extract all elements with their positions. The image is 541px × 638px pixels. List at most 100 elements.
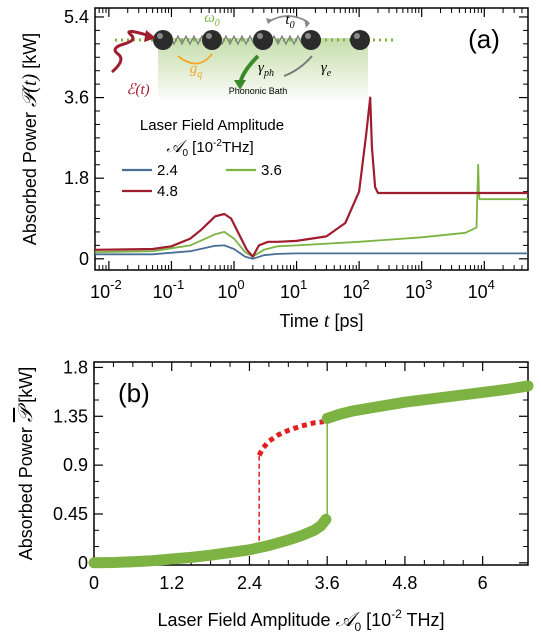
legend-sub: 0 — [182, 148, 188, 159]
lower-stable-branch — [88, 513, 332, 569]
laser-arrowhead — [144, 30, 156, 42]
series-line-2.4 — [95, 244, 528, 260]
legend-exp: -2 — [213, 138, 222, 149]
ge-sym: γ — [321, 60, 328, 76]
t0-label: t0 — [285, 12, 294, 31]
gq-arrow — [177, 53, 213, 65]
y-tick-label-b: 0.9 — [63, 455, 88, 475]
ge-sub: e — [327, 68, 332, 79]
tick-exp: -2 — [110, 277, 122, 292]
x-label-text: Time — [280, 311, 324, 331]
atom-highlight — [206, 33, 212, 39]
gph-sym: γ — [258, 60, 265, 76]
x-tick-label-a: 102 — [343, 277, 370, 302]
atom-sphere — [350, 30, 370, 50]
xb-end: THz] — [402, 610, 445, 630]
y-tick-label-b: 1.8 — [63, 357, 88, 377]
gq-sub: q — [197, 69, 202, 80]
tick-exp: 3 — [425, 277, 432, 292]
legend-title-units: 𝒜0 [10-2THz] — [166, 137, 253, 159]
atom-highlight — [257, 33, 263, 39]
gamma-e-label: γe — [321, 60, 332, 79]
x-tick-label-b: 2.4 — [237, 573, 262, 593]
yb-text: Absorbed Power — [16, 422, 36, 560]
x-tick-label-a: 104 — [468, 277, 495, 302]
gq-sym: g — [190, 61, 198, 77]
atom-highlight — [157, 33, 163, 39]
legend-end: THz] — [222, 139, 254, 156]
spring-coil — [167, 34, 303, 46]
y-tick-label-a: 5.4 — [64, 7, 89, 27]
x-tick-label-a: 101 — [280, 277, 307, 302]
tick-exp: 1 — [300, 277, 307, 292]
x-axis-label-a: Time t [ps] — [280, 310, 364, 332]
upper-stable-branch — [321, 380, 534, 424]
atom-sphere — [301, 30, 321, 50]
omega-sym: ω — [204, 10, 215, 26]
tick-base: 10 — [405, 282, 425, 302]
legend-entry-4.8: 4.8 — [157, 183, 178, 200]
y-tick-label-b: 0.45 — [53, 504, 88, 524]
t0-arrowhead-left — [266, 18, 273, 24]
t0-sub: 0 — [290, 20, 295, 31]
legend-entry-2.4: 2.4 — [157, 162, 178, 179]
atom-sphere — [153, 30, 173, 50]
tick-exp: 4 — [488, 277, 495, 292]
legend-unit: [10 — [188, 139, 213, 156]
xb-math: 𝒜 — [336, 609, 361, 631]
x-tick-label-a: 100 — [217, 277, 244, 302]
unstable-branch — [256, 419, 325, 457]
gamma-e-arrow — [283, 55, 313, 77]
y-label-text: Absorbed Power — [20, 107, 40, 245]
gamma-ph-label: γph — [258, 60, 274, 79]
xb-exp: -2 — [391, 607, 402, 621]
x-tick-label-b: 0 — [89, 573, 99, 593]
x-label-unit: [ps] — [329, 311, 363, 331]
x-tick-label-b: 4.8 — [392, 573, 417, 593]
tick-base: 10 — [343, 282, 363, 302]
x-label-math: t — [324, 310, 330, 332]
xb-text: Laser Field Amplitude — [157, 610, 335, 630]
y-tick-label-a: 1.8 — [64, 168, 89, 188]
tick-exp: 2 — [363, 277, 370, 292]
tick-exp: -1 — [173, 277, 185, 292]
y-axis-label-b: Absorbed Power 𝒫 [kW] — [15, 367, 37, 561]
tick-base: 10 — [217, 282, 237, 302]
panel-label-b: (b) — [118, 378, 150, 408]
omega-label: ω0 — [204, 10, 220, 29]
t0-sym: t — [285, 12, 290, 28]
x-tick-label-a: 10-2 — [90, 277, 122, 302]
y-tick-label-b: 0 — [78, 553, 88, 573]
atom-sphere — [253, 30, 273, 50]
atom-sphere — [202, 30, 222, 50]
y-axis-label-a: Absorbed Power 𝒫(t) [kW] — [19, 33, 41, 245]
t0-arrowhead-right — [304, 19, 310, 28]
gph-sub: ph — [263, 68, 274, 79]
series-line-4.8 — [94, 96, 528, 258]
x-axis-label-b: Laser Field Amplitude 𝒜0 [10-2 THz] — [157, 607, 444, 634]
atom-highlight — [305, 33, 311, 39]
laser-field-wave — [111, 29, 151, 74]
gq-label: gq — [190, 61, 203, 80]
atom-highlight — [354, 33, 360, 39]
phononic-bath-label: Phononic Bath — [229, 86, 288, 96]
y-tick-label-a: 0 — [79, 249, 89, 269]
plot-b-frame — [93, 361, 529, 566]
tick-exp: 0 — [237, 277, 244, 292]
field-label: ℰ(t) — [126, 82, 149, 98]
y-tick-label-a: 3.6 — [64, 88, 89, 108]
y-label-unit: [kW] — [20, 33, 40, 74]
plot-a-frame — [94, 7, 529, 271]
xb-unit: [10 — [361, 610, 391, 630]
x-tick-label-b: 1.2 — [159, 573, 184, 593]
tick-base: 10 — [468, 282, 488, 302]
x-tick-label-a: 103 — [405, 277, 432, 302]
x-tick-label-b: 3.6 — [315, 573, 340, 593]
xb-sub: 0 — [354, 620, 361, 634]
gamma-ph-arrowhead — [234, 80, 246, 90]
tick-base: 10 — [90, 282, 110, 302]
tick-base: 10 — [280, 282, 300, 302]
series-line-3.6 — [94, 163, 528, 258]
legend-entry-3.6: 3.6 — [261, 162, 282, 179]
